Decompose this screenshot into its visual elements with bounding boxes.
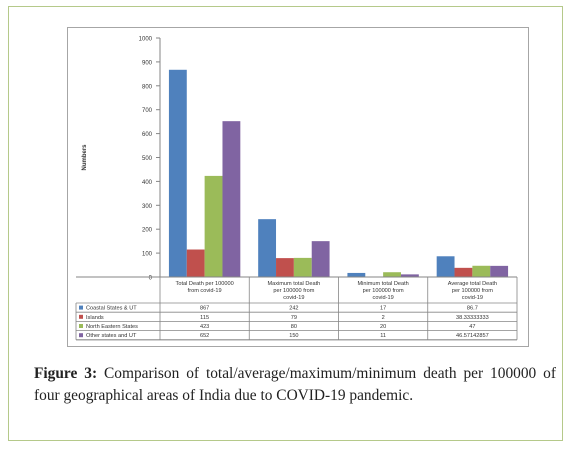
bar: [454, 267, 473, 277]
data-label: 79: [291, 315, 297, 321]
bar: [186, 249, 205, 277]
legend-label: North Eastern States: [86, 324, 138, 330]
x-tick-label: Maximum total Death per 100000 from covid-…: [267, 281, 320, 301]
caption-text: Comparison of total/average/maximum/mini…: [34, 365, 556, 404]
y-tick-label: 500: [142, 156, 153, 162]
bar: [258, 219, 277, 277]
bar: [311, 241, 330, 277]
y-axis-title: Numbers: [82, 144, 88, 171]
y-tick-label: 400: [142, 180, 153, 186]
data-label: 86.7: [467, 306, 478, 312]
y-tick-label: 700: [142, 108, 153, 114]
legend-swatch: [79, 314, 83, 319]
y-tick-label: 0: [149, 276, 153, 282]
data-label: 20: [380, 324, 386, 330]
figure-caption: Figure 3: Comparison of total/average/ma…: [34, 363, 556, 407]
data-label: 17: [380, 306, 386, 312]
figure-frame: 0 100 200 300 400 500 600 700 800 900 1000 Numbers T…: [8, 6, 563, 441]
y-tick-label: 100: [142, 252, 153, 258]
bar-chart: 0 100 200 300 400 500 600 700 800 900 1000 Numbers T…: [75, 37, 518, 341]
legend-label: Other states and UT: [86, 333, 137, 339]
legend-label: Islands: [86, 315, 104, 321]
y-tick-label: 1000: [139, 37, 153, 43]
chart-container: 0 100 200 300 400 500 600 700 800 900 1000 Numbers T…: [67, 27, 529, 347]
y-tick-label: 900: [142, 60, 153, 66]
y-tick-label: 200: [142, 228, 153, 234]
data-label: 47: [469, 324, 475, 330]
bar: [472, 265, 491, 277]
data-label: 38.33333333: [456, 315, 489, 321]
data-label: 652: [200, 333, 209, 339]
bar: [276, 258, 294, 277]
bar: [400, 274, 419, 277]
x-tick-label: Minimum total Death per 100000 from covid-…: [357, 281, 408, 301]
bar: [293, 257, 312, 277]
y-tick-label: 300: [142, 204, 153, 210]
data-label: 2: [382, 315, 385, 321]
data-label: 80: [291, 324, 297, 330]
data-label: 11: [380, 333, 386, 339]
caption-label: Figure 3:: [34, 365, 98, 382]
legend-swatch: [79, 324, 83, 328]
legend-swatch: [79, 305, 83, 310]
data-label: 423: [200, 324, 209, 330]
data-label: 150: [289, 333, 298, 339]
legend-swatch: [79, 333, 83, 338]
x-tick-label: Total Death per 100000 from covid-19: [176, 281, 234, 294]
data-label: 242: [289, 306, 298, 312]
bar: [436, 256, 455, 277]
bar: [383, 272, 401, 277]
y-tick-label: 600: [142, 132, 153, 138]
bar: [204, 175, 223, 277]
data-label: 867: [200, 306, 209, 312]
data-label: 115: [200, 315, 209, 321]
legend-label: Coastal States & UT: [86, 306, 137, 312]
bar: [168, 69, 187, 277]
data-label: 46.57142857: [456, 333, 489, 339]
bar: [222, 121, 241, 277]
bar: [347, 272, 366, 277]
bar: [490, 265, 509, 277]
x-tick-label: Average total Death per 100000 from covid-…: [448, 281, 497, 301]
y-tick-label: 800: [142, 84, 153, 90]
